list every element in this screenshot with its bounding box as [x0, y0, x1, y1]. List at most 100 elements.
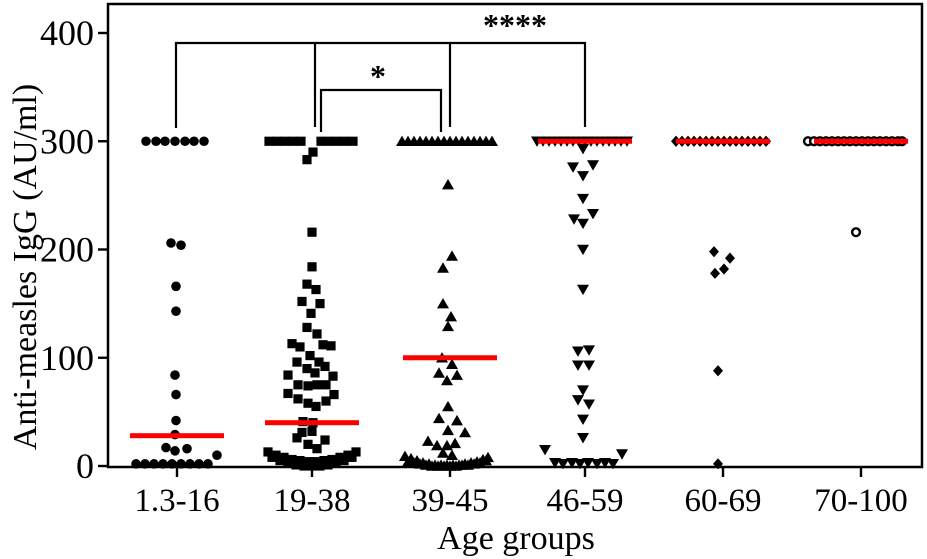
data-point-square	[326, 341, 336, 351]
data-point-triangle-down	[591, 459, 603, 470]
data-point-triangle-up	[442, 320, 454, 332]
data-point-circle	[180, 136, 190, 147]
data-point-triangle-down	[607, 459, 619, 470]
data-point-square	[308, 147, 318, 157]
data-point-square	[307, 227, 317, 237]
median-line	[130, 433, 224, 439]
data-point-triangle-up	[459, 426, 471, 438]
median-line	[265, 420, 359, 426]
data-point-triangle-down	[568, 214, 580, 225]
data-point-square	[293, 380, 303, 390]
data-point-circle	[189, 136, 199, 147]
data-point-square	[320, 435, 330, 445]
data-point-square	[272, 136, 282, 146]
data-point-square	[351, 447, 361, 457]
data-point-square	[324, 136, 334, 146]
data-point-circle	[160, 136, 170, 147]
sig-bracket	[319, 88, 443, 132]
data-point-diamond	[719, 263, 729, 275]
median-line	[538, 138, 632, 144]
data-point-triangle-up	[446, 449, 458, 460]
data-point-square	[316, 136, 326, 146]
data-point-square	[280, 136, 290, 146]
data-point-circle	[170, 136, 180, 147]
data-point-square	[283, 388, 293, 399]
data-point-square	[307, 426, 317, 436]
data-point-square	[288, 136, 298, 146]
data-point-square	[329, 389, 339, 400]
data-point-triangle-up	[437, 262, 449, 273]
data-point-square	[311, 284, 321, 295]
data-point-triangle-down	[572, 360, 584, 371]
data-point-circle	[171, 389, 181, 400]
data-point-triangle-up	[442, 400, 454, 412]
data-point-triangle-up	[433, 367, 445, 378]
data-point-square	[318, 340, 328, 350]
data-point-square	[320, 361, 330, 372]
data-point-square	[263, 447, 273, 457]
data-point-triangle-down	[577, 218, 589, 230]
data-point-triangle-down	[583, 399, 595, 410]
data-point-diamond	[713, 365, 723, 377]
data-point-square	[302, 279, 312, 289]
data-point-diamond	[709, 246, 719, 258]
data-point-circle	[166, 238, 176, 248]
data-point-triangle-down	[616, 449, 628, 460]
data-point-square	[328, 371, 338, 381]
data-point-square	[321, 396, 331, 406]
data-point-square	[297, 296, 307, 307]
x-tick-label: 46-59	[547, 483, 624, 519]
data-point-triangle-down	[587, 208, 599, 220]
data-point-circle-open	[850, 227, 862, 238]
data-point-triangle-up	[437, 447, 449, 458]
median-line	[814, 138, 908, 144]
data-point-circle	[141, 136, 151, 147]
data-point-square	[315, 299, 325, 309]
data-point-triangle-up	[441, 439, 453, 451]
data-point-triangle-down	[577, 414, 589, 426]
data-point-triangle-up	[445, 311, 457, 322]
data-point-diamond	[725, 252, 735, 264]
data-point-square	[340, 136, 350, 146]
median-line	[403, 355, 497, 361]
data-point-triangle-up	[442, 178, 454, 190]
data-point-diamond	[710, 267, 720, 279]
data-point-square	[293, 394, 303, 404]
data-point-triangle-down	[577, 171, 589, 182]
data-point-triangle-down	[572, 395, 584, 406]
data-point-circle	[171, 306, 181, 317]
y-tick-label: 100	[40, 338, 94, 378]
data-point-square	[310, 368, 320, 378]
data-point-square	[303, 381, 313, 391]
data-point-square	[323, 460, 333, 470]
data-point-triangle-down	[557, 459, 569, 470]
data-point-square	[312, 444, 322, 454]
data-point-triangle-up	[446, 358, 458, 370]
x-axis-title: Age groups	[437, 520, 595, 557]
data-point-square	[347, 452, 357, 462]
data-point-circle	[171, 281, 181, 292]
data-point-triangle-down	[583, 360, 595, 371]
data-point-square	[348, 136, 358, 146]
data-point-triangle-down	[577, 385, 589, 396]
data-point-triangle-down	[583, 345, 595, 356]
data-point-triangle-up	[437, 298, 449, 309]
data-point-square	[297, 427, 307, 438]
x-tick-label: 60-69	[685, 483, 762, 519]
data-point-triangle-down	[577, 433, 589, 444]
data-point-square	[275, 455, 285, 466]
data-point-triangle-down	[582, 457, 594, 469]
data-point-triangle-up	[431, 439, 443, 451]
x-tick-label: 39-45	[412, 483, 489, 519]
data-point-circle	[170, 446, 180, 456]
data-point-square	[312, 380, 322, 390]
data-point-square	[331, 458, 341, 468]
y-axis-title: Anti-measles IgG (AU/ml)	[7, 83, 44, 451]
data-point-triangle-down	[574, 459, 586, 470]
data-point-square	[283, 458, 293, 468]
data-point-circle	[176, 240, 186, 250]
y-tick-label: 400	[40, 13, 94, 53]
data-point-circle	[212, 450, 222, 460]
